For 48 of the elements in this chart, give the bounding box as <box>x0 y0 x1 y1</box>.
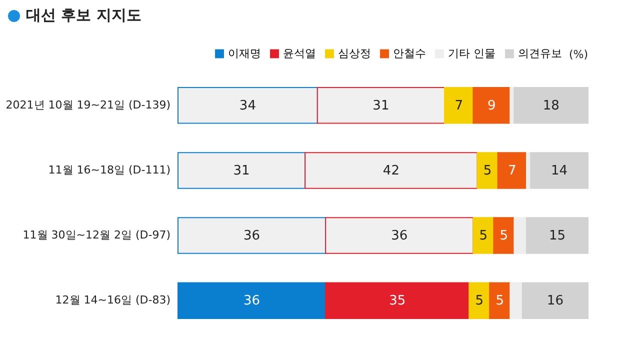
bar <box>514 87 588 124</box>
bar <box>489 282 511 319</box>
y-tick-label: 2021년 10월 19~21일 (D-139) <box>6 98 170 112</box>
bar <box>530 152 588 189</box>
bar <box>522 282 588 319</box>
data-label: 36 <box>391 228 408 244</box>
bar <box>178 282 326 319</box>
legend-label: 심상정 <box>338 46 371 60</box>
chart-title: 대선 후보 지지도 <box>26 6 142 25</box>
data-label: 42 <box>382 163 400 178</box>
bar <box>476 152 498 189</box>
y-tick-label: 11월 30일~12월 2일 (D-97) <box>22 228 170 242</box>
data-label: 5 <box>483 163 492 178</box>
data-label: 5 <box>479 228 488 244</box>
bar <box>325 282 470 319</box>
bar <box>510 282 523 319</box>
y-tick-label: 11월 16~18일 (D-111) <box>48 163 170 176</box>
y-tick-label: 12월 14~16일 (D-83) <box>55 294 170 307</box>
data-label: 36 <box>244 228 260 244</box>
data-label: 36 <box>244 294 260 309</box>
legend-label: 윤석열 <box>283 46 316 60</box>
text: (%) <box>568 48 588 61</box>
data-label: 5 <box>496 294 504 309</box>
legend-label: 의견유보 <box>518 46 562 60</box>
bar <box>444 87 474 124</box>
bar <box>526 217 588 254</box>
data-label: 7 <box>508 163 516 178</box>
legend-label: 이재명 <box>228 46 261 60</box>
data-label: 9 <box>488 98 496 114</box>
bar <box>472 217 494 254</box>
bar <box>497 152 527 189</box>
data-label: 15 <box>548 228 566 244</box>
data-label: 34 <box>239 98 256 114</box>
data-label: 14 <box>551 163 568 178</box>
bar <box>514 217 527 254</box>
data-label: 31 <box>372 98 390 114</box>
data-label: 31 <box>233 163 250 178</box>
data-label: 5 <box>475 294 484 309</box>
data-label: 35 <box>389 294 406 309</box>
data-label: 5 <box>500 228 508 244</box>
bar <box>472 87 511 124</box>
legend-label: 기타 인물 <box>448 46 496 60</box>
legend-label: 안철수 <box>393 46 426 60</box>
bar <box>493 217 515 254</box>
data-label: 18 <box>542 98 560 114</box>
data-label: 7 <box>454 98 463 114</box>
data-label: 16 <box>546 294 564 309</box>
bar <box>468 282 490 319</box>
